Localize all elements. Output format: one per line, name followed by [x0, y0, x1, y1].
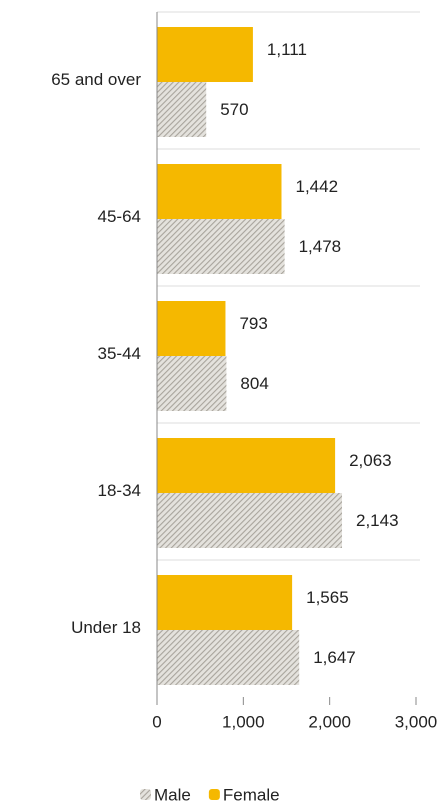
data-label: 570: [220, 100, 248, 119]
data-label: 1,478: [299, 237, 342, 256]
x-tick-label: 0: [152, 712, 161, 731]
data-label: 793: [239, 314, 267, 333]
y-tick-label: 65 and over: [51, 70, 141, 89]
bar: [157, 164, 282, 219]
bar: [157, 356, 227, 411]
data-label: 1,442: [295, 177, 338, 196]
bar: [157, 219, 285, 274]
legend-swatch: [208, 789, 220, 800]
y-tick-label: 35-44: [98, 344, 141, 363]
x-tick-label: 1,000: [222, 712, 265, 731]
legend-label: Female: [223, 785, 280, 804]
legend-swatch: [140, 789, 151, 800]
data-label: 1,647: [313, 648, 356, 667]
data-label: 804: [240, 374, 268, 393]
data-label: 2,143: [356, 511, 399, 530]
data-label: 1,565: [306, 588, 349, 607]
bar: [157, 438, 336, 493]
data-label: 1,111: [267, 40, 307, 59]
x-tick-label: 3,000: [395, 712, 438, 731]
x-tick-label: 2,000: [308, 712, 351, 731]
legend-label: Male: [154, 785, 191, 804]
y-tick-label: 18-34: [98, 481, 141, 500]
bar: [157, 27, 253, 82]
bar: [157, 575, 293, 630]
y-tick-label: Under 18: [71, 618, 141, 637]
y-tick-label: 45-64: [98, 207, 141, 226]
bar: [157, 493, 343, 548]
bar: [157, 82, 207, 137]
data-label: 2,063: [349, 451, 392, 470]
bar: [157, 630, 300, 685]
bar: [157, 301, 226, 356]
